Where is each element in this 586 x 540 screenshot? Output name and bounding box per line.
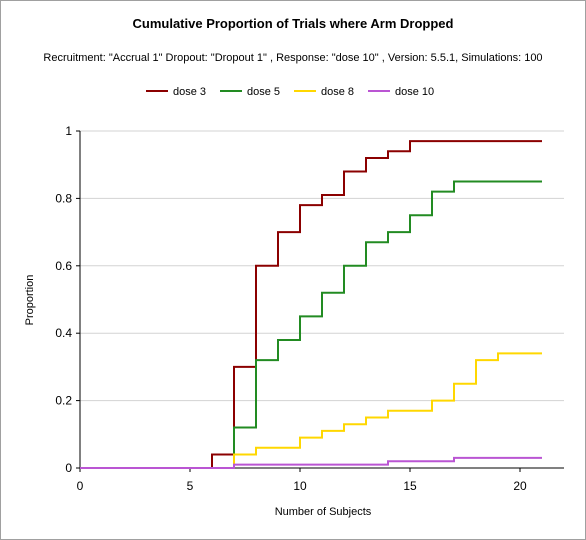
- legend-label: dose 8: [321, 86, 354, 98]
- series-line-dose-3: [80, 140, 542, 469]
- x-tick-label: 20: [513, 479, 527, 493]
- series-lines: [80, 140, 542, 469]
- legend-label: dose 5: [247, 86, 280, 98]
- y-tick-label: 0.8: [55, 191, 72, 205]
- y-tick-label: 0: [65, 461, 72, 475]
- x-tick-label: 5: [187, 479, 194, 493]
- y-tick-label: 0.2: [55, 394, 72, 408]
- legend-label: dose 10: [395, 86, 434, 98]
- legend-item: dose 5: [220, 86, 280, 98]
- y-tick-label: 1: [65, 124, 72, 138]
- chart-title: Cumulative Proportion of Trials where Ar…: [133, 16, 454, 31]
- tick-labels: 00.20.40.60.810 5 10 15 20: [55, 124, 527, 493]
- series-line-dose-8: [80, 352, 542, 469]
- x-tick-label: 10: [293, 479, 307, 493]
- x-tick-label: 0: [77, 479, 84, 493]
- legend-item: dose 8: [294, 86, 354, 98]
- x-axis-label: Number of Subjects: [275, 506, 372, 518]
- chart-subtitle: Recruitment: "Accrual 1" Dropout: "Dropo…: [43, 52, 542, 64]
- legend: dose 3 dose 5 dose 8 dose 10: [146, 86, 434, 98]
- legend-item: dose 3: [146, 86, 206, 98]
- series-line-dose-5: [80, 180, 542, 469]
- y-tick-label: 0.6: [55, 259, 72, 273]
- series-line-dose-10: [80, 456, 542, 469]
- y-tick-label: 0.4: [55, 326, 72, 340]
- legend-label: dose 3: [173, 86, 206, 98]
- y-axis-label: Proportion: [24, 275, 36, 326]
- legend-item: dose 10: [368, 86, 434, 98]
- x-tick-label: 15: [403, 479, 417, 493]
